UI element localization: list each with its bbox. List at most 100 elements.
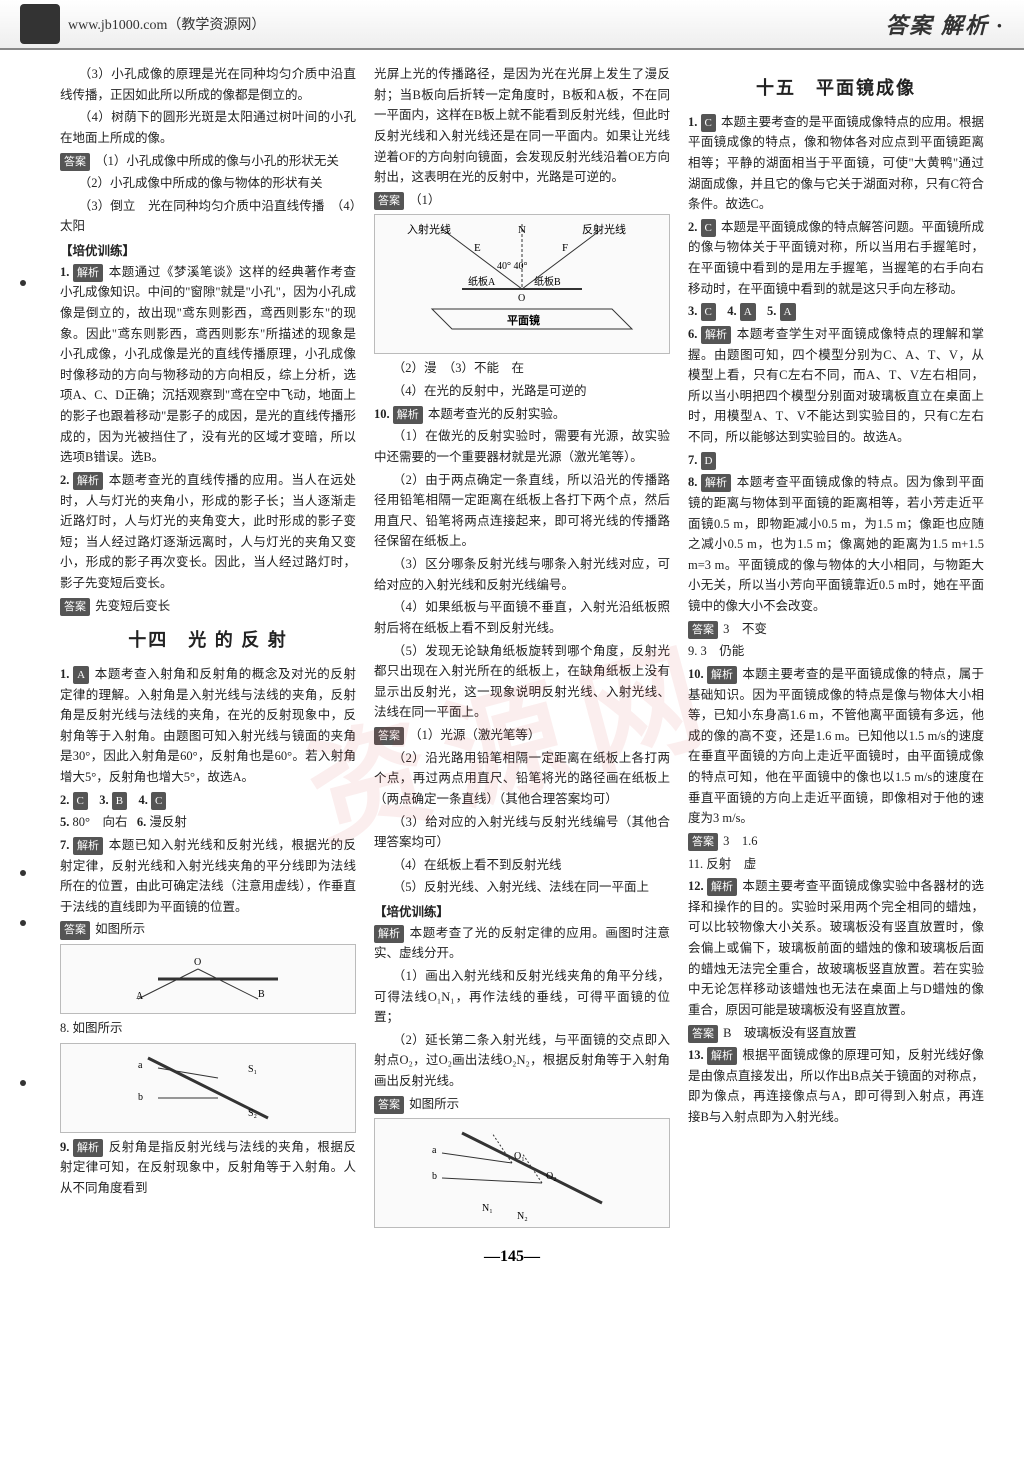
answer-line: 答案 先变短后变长 (60, 596, 356, 617)
choice-tag: D (701, 452, 717, 470)
text: （4）在纸板上看不到反射光线 (374, 855, 670, 876)
text: （3）倒立 光在同种均匀介质中沿直线传播 （4）太阳 (60, 196, 356, 237)
item-num: 1. (688, 115, 697, 129)
s15-item-13: 13. 解析 根据平面镜成像的原理可知，反射光线好像是由像点直接发出，所以作出B… (688, 1045, 984, 1128)
choice-tag: A (780, 303, 796, 321)
svg-text:b: b (432, 1171, 437, 1182)
analysis-tag: 解析 (73, 837, 103, 855)
analysis-tag: 解析 (701, 474, 731, 492)
section-15-title: 十五 平面镜成像 (688, 74, 984, 104)
svg-text:O: O (518, 293, 525, 304)
text: 漫反射 (149, 815, 187, 829)
item-num: 7. (688, 453, 697, 467)
item-num: 6. (137, 815, 146, 829)
answer-tag: 答案 (374, 727, 404, 745)
text: （3）小孔成像的原理是光在同种均匀介质中沿直线传播，正因如此所以所成的像都是倒立… (60, 64, 356, 105)
item-num: 3. (688, 304, 697, 318)
peiyu2-item: 解析 本题考查了光的反射定律的应用。画图时注意实、虚线分开。 (374, 923, 670, 964)
diagram-mirror-2: a b S₁ S₂ (60, 1043, 356, 1133)
analysis-tag: 解析 (393, 406, 423, 424)
text: 3 不变 (723, 622, 767, 636)
answer-tag: 答案 (374, 1096, 404, 1114)
binding-dot (20, 870, 26, 876)
item-num: 10. (374, 407, 390, 421)
s15-item-7: 7. D (688, 450, 984, 471)
header-right-label: 答案 解析 · (885, 8, 1004, 40)
text: 反射角是指反射光线与法线的夹角，根据反射定律可知，在反射现象中，反射角等于入射角… (60, 1140, 356, 1195)
svg-text:a: a (138, 1060, 143, 1071)
svg-text:O₂: O₂ (546, 1171, 557, 1182)
section-label: 【培优训练】 (374, 902, 670, 923)
text: 本题主要考查的是平面镜成像的特点，属于基础知识。因为平面镜成像的特点是像与物体大… (688, 667, 984, 825)
column-3: 十五 平面镜成像 1. C 本题主要考查的是平面镜成像特点的应用。根据平面镜成像… (688, 64, 984, 1232)
ray-diagram-icon: a b S₁ S₂ (128, 1048, 288, 1128)
answer-line: 答案 如图所示 (374, 1094, 670, 1115)
svg-text:B: B (258, 989, 265, 1000)
svg-text:N₂: N₂ (517, 1211, 528, 1222)
choice-tag: C (701, 219, 716, 237)
answer-line: 答案 （1） (374, 190, 670, 211)
item-num: 3. (99, 793, 108, 807)
text: （4）如果纸板与平面镜不垂直，入射光沿纸板照射后将在纸板上看不到反射光线。 (374, 597, 670, 638)
svg-text:纸板A: 纸板A (468, 275, 496, 288)
s15-item-12: 12. 解析 本题主要考查平面镜成像实验中各器材的选择和操作的目的。实验时采用两… (688, 876, 984, 1020)
svg-text:O₁: O₁ (514, 1151, 525, 1162)
column-2: 光屏上光的传播路径，是因为光在光屏上发生了漫反射；当B板向后折转一定角度时，B板… (374, 64, 670, 1232)
answer-line: 答案 3 1.6 (688, 831, 984, 852)
svg-text:纸板B: 纸板B (534, 275, 561, 288)
diagram-reflection-board: 入射光线 反射光线 E N F 40° 40° 纸板A 纸板B O 平面镜 (374, 214, 670, 354)
s15-item-1: 1. C 本题主要考查的是平面镜成像特点的应用。根据平面镜成像的特点，像和物体各… (688, 112, 984, 215)
item-num: 1. (60, 667, 69, 681)
text: （2）由于两点确定一条直线，所以沿光的传播路径用铅笔相隔一定距离在纸板上各打下两… (374, 470, 670, 553)
analysis-tag: 解析 (73, 1139, 103, 1157)
svg-text:N: N (518, 224, 526, 236)
item-num: 8. (688, 475, 697, 489)
answer-line: 答案 （1）小孔成像中所成的像与小孔的形状无关 (60, 151, 356, 172)
answer-tag: 答案 (60, 153, 90, 171)
item-num: 7. (60, 838, 69, 852)
text: 80° 向右 (73, 815, 128, 829)
analysis-tag: 解析 (73, 472, 103, 490)
answer-line: 答案 如图所示 (60, 919, 356, 940)
svg-text:N₁: N₁ (482, 1203, 493, 1214)
text: 本题通过《梦溪笔谈》这样的经典著作考查小孔成像知识。中间的"窗隙"就是"小孔"，… (60, 265, 356, 465)
answer-tag: 答案 (688, 833, 718, 851)
page-number: —145— (0, 1242, 1024, 1276)
item-1: 1. 解析 本题通过《梦溪笔谈》这样的经典著作考查小孔成像知识。中间的"窗隙"就… (60, 262, 356, 468)
svg-text:入射光线: 入射光线 (407, 222, 451, 236)
item-num: 2. (688, 220, 697, 234)
text: 3 1.6 (723, 834, 757, 848)
analysis-tag: 解析 (707, 878, 737, 896)
text: （2）漫 （3）不能 在 (374, 358, 670, 379)
answer-line: 答案 3 不变 (688, 619, 984, 640)
text: 先变短后变长 (95, 599, 170, 613)
logo-icon (20, 4, 60, 44)
item-num: 13. (688, 1048, 704, 1062)
svg-text:a: a (432, 1145, 437, 1156)
answer-line: 答案 B 玻璃板没有竖直放置 (688, 1023, 984, 1044)
text: 本题已知入射光线和反射光线，根据光的反射定律，反射光线和入射光线夹角的平分线即为… (60, 838, 356, 914)
text: （1）画出入射光线和反射光线夹角的角平分线，可得法线O₁N₁，再作法线的垂线，可… (374, 966, 670, 1028)
answer-tag: 答案 (60, 598, 90, 616)
choice-tag: C (701, 114, 716, 132)
analysis-tag: 解析 (701, 326, 731, 344)
answer-tag: 答案 (688, 1025, 718, 1043)
svg-text:反射光线: 反射光线 (582, 222, 626, 236)
text: （4）树荫下的圆形光斑是太阳通过树叶间的小孔在地面上所成的像。 (60, 107, 356, 148)
text: （1） (409, 193, 440, 207)
svg-text:S₁: S₁ (248, 1064, 257, 1075)
text: （4）在光的反射中，光路是可逆的 (374, 381, 670, 402)
s14-item-5: 5. 80° 向右 6. 漫反射 (60, 812, 356, 833)
text: （5）发现无论缺角纸板旋转到哪个角度，反射光都只出现在入射光所在的纸板上，在缺角… (374, 641, 670, 724)
header-url: www.jb1000.com（教学资源网） (68, 14, 265, 34)
diagram-peiyu2: a b O₁ O₂ N₁ N₂ (374, 1118, 670, 1228)
answer-tag: 答案 (374, 192, 404, 210)
item-num: 2. (60, 793, 69, 807)
item-num: 9. (60, 1140, 69, 1154)
text: 本题考查平面镜成像的特点。因为像到平面镜的距离与物体到平面镜的距离相等，若小芳走… (688, 475, 984, 613)
answer-tag: 答案 (688, 621, 718, 639)
svg-text:A: A (136, 991, 144, 1002)
column-1: （3）小孔成像的原理是光在同种均匀介质中沿直线传播，正因如此所以所成的像都是倒立… (60, 64, 356, 1232)
text: （2）沿光路用铅笔相隔一定距离在纸板上各打两个点，再过两点用直尺、铅笔将光的路径… (374, 748, 670, 810)
binding-dot (20, 1080, 26, 1086)
